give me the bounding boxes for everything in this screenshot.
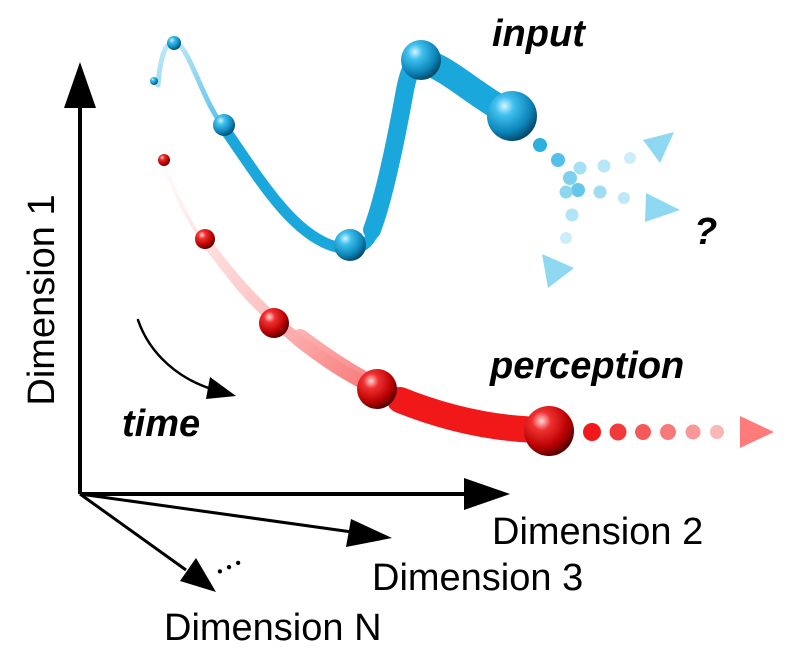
time-curve bbox=[136, 318, 217, 392]
dimension-n-axis bbox=[79, 492, 187, 572]
dimension-2-label: Dimension 2 bbox=[492, 511, 703, 553]
dimension-n-arrowhead-icon bbox=[180, 558, 216, 592]
dimension-3-axis bbox=[79, 492, 353, 534]
dimension-2-arrowhead-icon bbox=[464, 478, 510, 510]
perception-point bbox=[195, 229, 215, 249]
input-extrapolation bbox=[533, 132, 680, 288]
input-point bbox=[334, 229, 366, 261]
perception-trajectory bbox=[158, 154, 774, 456]
input-point bbox=[150, 77, 158, 85]
perception-point bbox=[357, 369, 397, 409]
axes bbox=[64, 62, 510, 592]
time-label: time bbox=[122, 403, 200, 445]
dimension-n-label: Dimension N bbox=[164, 607, 382, 649]
time-arrow bbox=[136, 318, 236, 399]
dimension-3-label: Dimension 3 bbox=[372, 557, 583, 599]
input-arrow-down-icon bbox=[542, 254, 574, 288]
time-arrowhead-icon bbox=[206, 377, 236, 399]
input-arrow-up-icon bbox=[643, 132, 674, 163]
perception-arrow-icon bbox=[740, 416, 774, 448]
input-label: input bbox=[492, 13, 586, 55]
input-point bbox=[213, 114, 235, 136]
perception-extrapolation bbox=[583, 416, 774, 448]
perception-point bbox=[524, 406, 574, 456]
dimension-1-arrowhead-icon bbox=[64, 62, 96, 108]
input-arrow-right-icon bbox=[645, 193, 680, 222]
perception-label: perception bbox=[489, 345, 684, 387]
input-point bbox=[167, 36, 181, 50]
unknown-label: ? bbox=[694, 211, 717, 253]
dimension-3-arrowhead-icon bbox=[346, 519, 392, 547]
dimension-1-label: Dimension 1 bbox=[21, 194, 63, 405]
ellipsis-dots: • • • bbox=[214, 555, 244, 581]
input-trajectory bbox=[150, 36, 680, 288]
perception-point bbox=[259, 308, 289, 338]
input-point bbox=[401, 40, 441, 80]
perception-point bbox=[158, 154, 170, 166]
input-point bbox=[487, 91, 537, 141]
